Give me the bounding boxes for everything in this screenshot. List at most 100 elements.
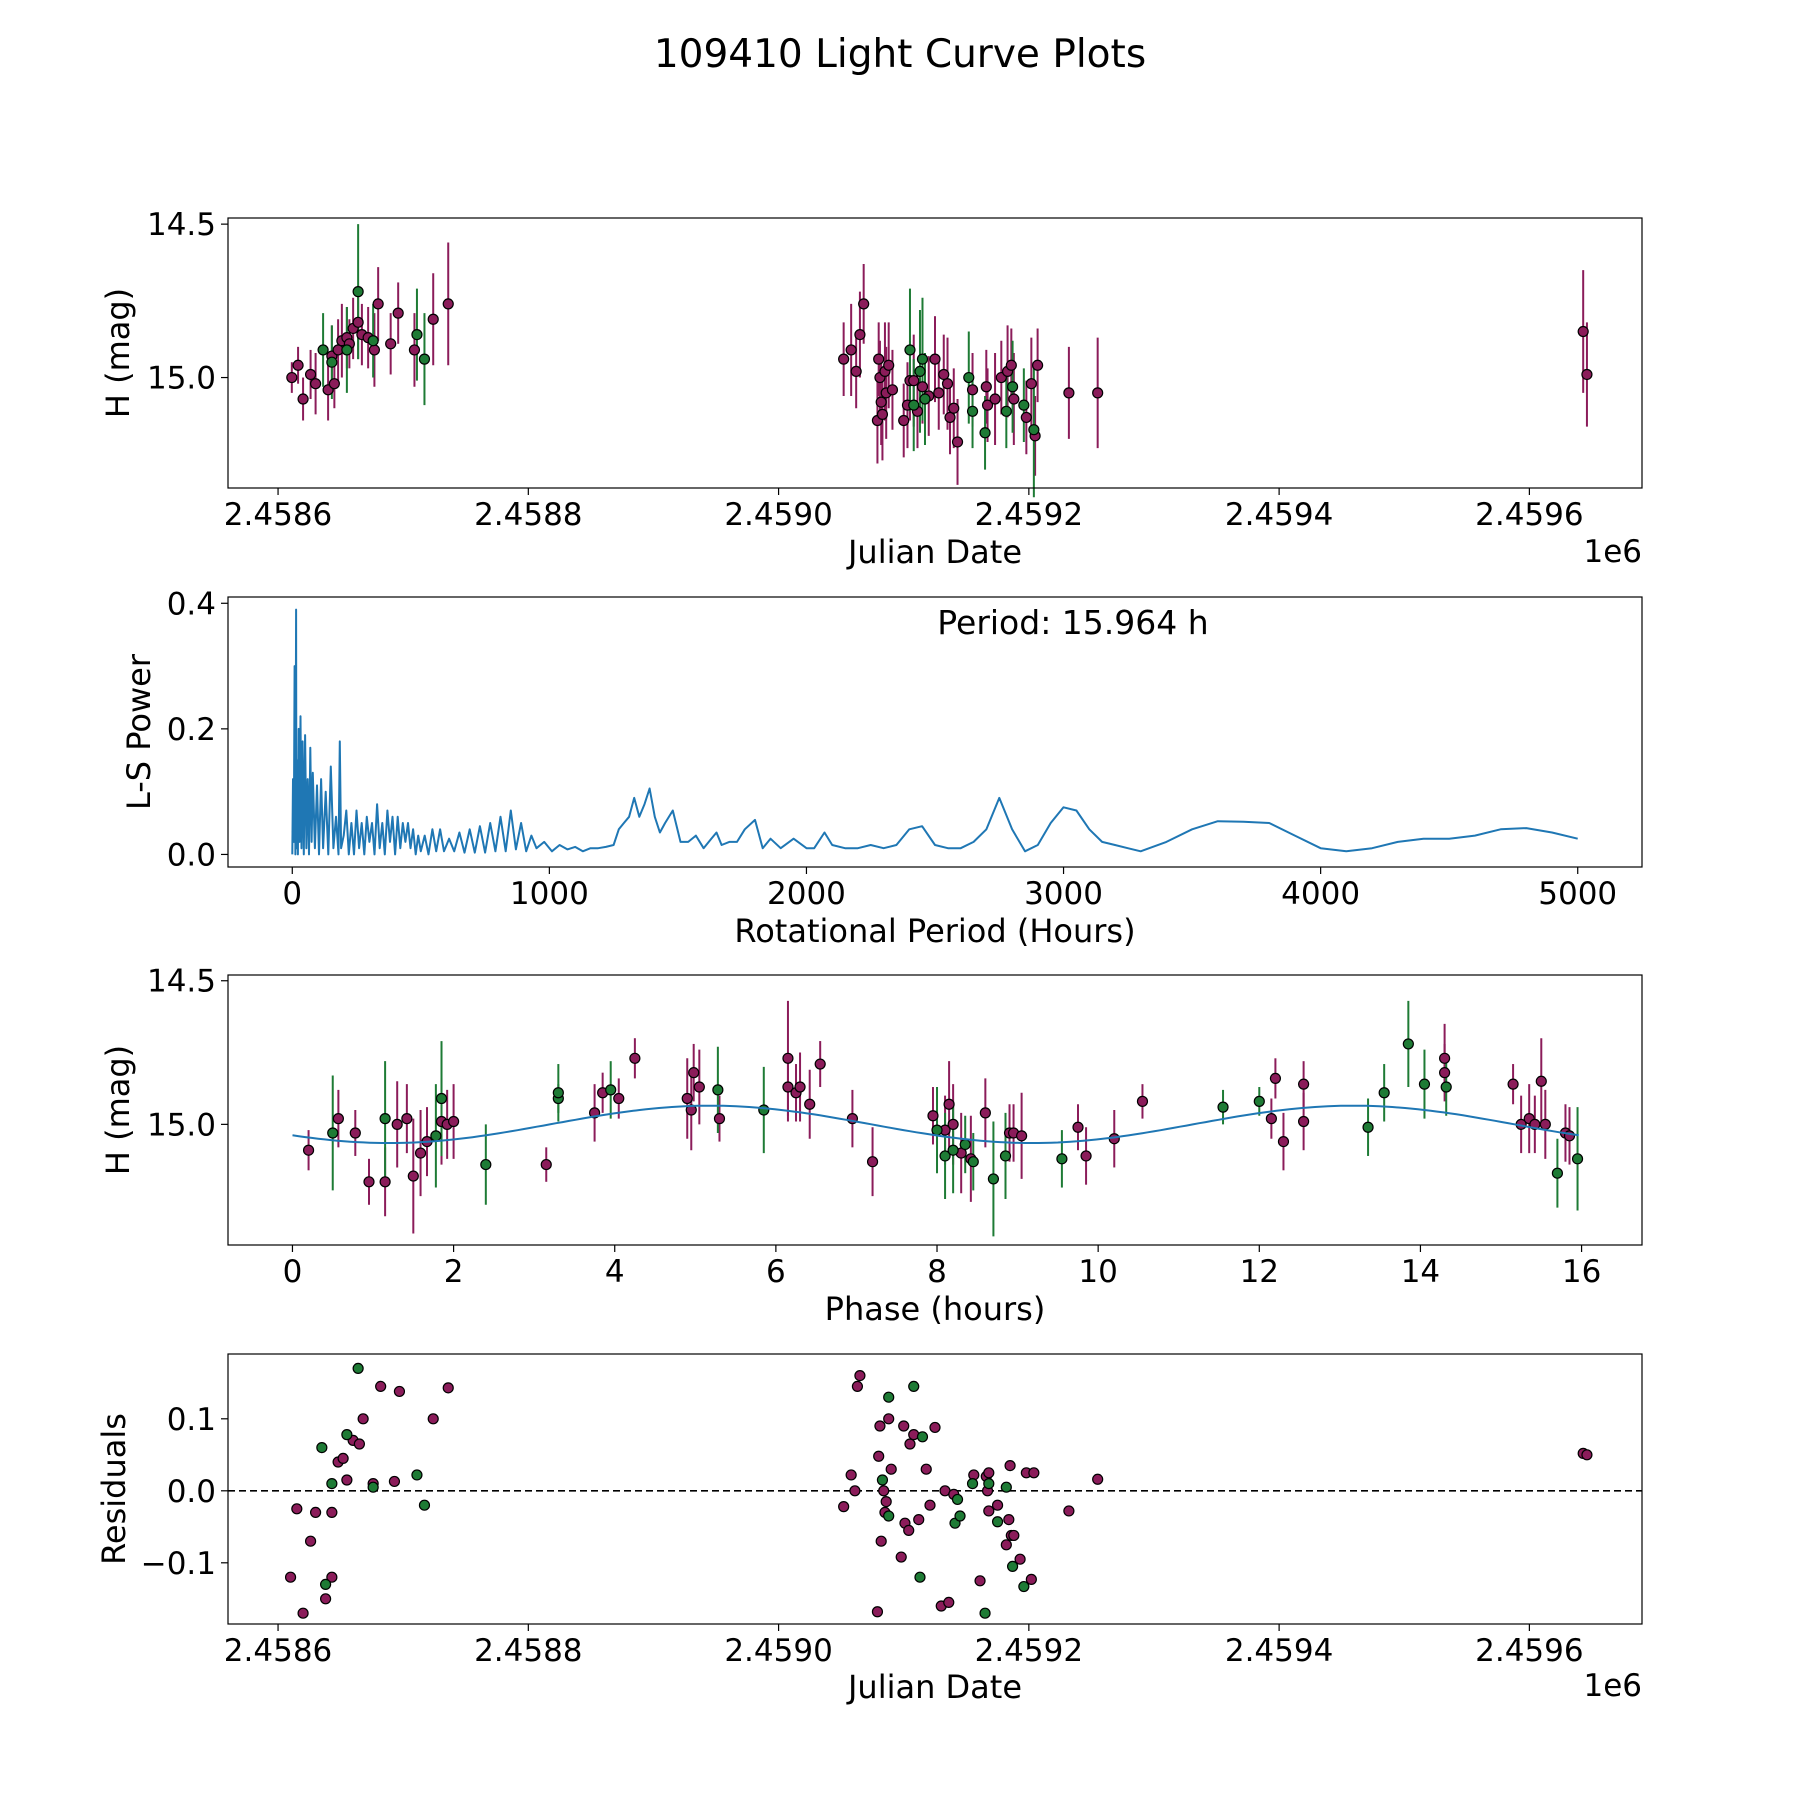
light-curve-point-purple xyxy=(933,387,945,399)
light-curve-xtick-label: 2.4592 xyxy=(975,497,1083,533)
periodogram-ylabel: L-S Power xyxy=(120,653,158,810)
light-curve-point-purple xyxy=(1025,378,1037,390)
periodogram-ytick-label: 0.4 xyxy=(167,586,216,622)
residuals-point-purple xyxy=(442,1382,454,1394)
light-curve-xtick-label: 2.4586 xyxy=(224,497,332,533)
residuals-point-purple xyxy=(885,1463,897,1475)
residuals-point-purple xyxy=(983,1467,995,1479)
residuals-point-green xyxy=(418,1499,431,1511)
light-curve-point-purple xyxy=(838,353,850,365)
light-curve-point-purple xyxy=(966,384,979,396)
light-curve-point-purple xyxy=(297,393,309,405)
residuals-point-purple xyxy=(1581,1449,1593,1461)
phase-point-green xyxy=(552,1087,564,1099)
light-curve-point-purple xyxy=(908,375,920,387)
phase-xtick-label: 2 xyxy=(444,1254,464,1290)
figure-title: 109410 Light Curve Plots xyxy=(654,32,1146,77)
phase-point-green xyxy=(959,1138,971,1151)
residuals-point-purple xyxy=(903,1524,915,1537)
residuals-point-green xyxy=(341,1429,353,1441)
light-curve-ticks: 2.4586 2.4588 2.4590 2.4592 2.4594 2.4596 14.5… xyxy=(147,207,1584,533)
phase-point-purple xyxy=(540,1158,552,1171)
residuals-point-green xyxy=(352,1362,364,1375)
phase-point-purple xyxy=(947,1118,959,1130)
phase-point-purple xyxy=(1439,1067,1451,1079)
residuals-point-green xyxy=(991,1516,1004,1528)
phase-point-green xyxy=(939,1150,951,1162)
light-curve-point-green xyxy=(326,356,338,368)
phase-point-purple xyxy=(782,1081,794,1093)
light-curve-point-purple xyxy=(944,411,956,424)
residuals-point-purple xyxy=(913,1513,925,1526)
residuals-point-purple xyxy=(326,1506,338,1519)
residuals-point-purple xyxy=(838,1501,850,1513)
periodogram-xtick-label: 5000 xyxy=(1538,876,1617,912)
residuals-xlabel: Julian Date xyxy=(846,1668,1022,1706)
residuals-point-purple xyxy=(874,1420,886,1432)
phase-point-green xyxy=(1551,1167,1564,1179)
residuals-point-purple xyxy=(291,1503,303,1515)
axes-frame-periodogram xyxy=(228,597,1642,867)
phase-point-purple xyxy=(927,1110,939,1122)
residuals-ytick-label: 0.1 xyxy=(167,1402,216,1438)
light-curve-point-purple xyxy=(292,359,304,371)
panel-phase: 0 2 4 6 8 10 12 14 16 14.5 15.0 Phase (hours) H (m… xyxy=(99,964,1643,1328)
residuals-point-purple xyxy=(849,1485,861,1497)
residuals-point-purple xyxy=(873,1450,885,1462)
light-curve-xtick-label: 2.4588 xyxy=(474,497,582,533)
phase-point-green xyxy=(435,1092,448,1105)
light-curve-point-green xyxy=(341,344,353,356)
residuals-point-green xyxy=(1006,1560,1019,1573)
light-curve-point-purple xyxy=(883,359,895,371)
light-curve-point-green xyxy=(916,353,929,365)
phase-point-green xyxy=(327,1127,339,1139)
light-curve-xtick-label: 2.4596 xyxy=(1475,497,1583,533)
residuals-point-green xyxy=(320,1578,332,1591)
residuals-point-green xyxy=(883,1391,895,1403)
light-curve-ylabel: H (mag) xyxy=(99,288,137,418)
residuals-point-purple xyxy=(904,1438,916,1450)
phase-xtick-label: 10 xyxy=(1078,1254,1117,1290)
phase-point-purple xyxy=(391,1118,403,1130)
residuals-point-purple xyxy=(924,1499,936,1511)
residuals-point-purple xyxy=(845,1469,857,1481)
residuals-point-green xyxy=(979,1607,991,1619)
residuals-point-purple xyxy=(1092,1473,1104,1485)
residuals-point-green xyxy=(951,1493,964,1506)
phase-point-green xyxy=(758,1104,770,1116)
residuals-point-purple xyxy=(393,1385,406,1398)
residuals-point-purple xyxy=(1003,1513,1015,1526)
phase-point-green xyxy=(1056,1153,1068,1165)
periodogram-xtick-label: 3000 xyxy=(1024,876,1103,912)
light-curve-point-purple xyxy=(886,384,899,396)
phase-point-purple xyxy=(363,1176,375,1188)
phase-point-purple xyxy=(814,1058,826,1070)
phase-point-purple xyxy=(629,1052,641,1064)
light-curve-point-purple xyxy=(385,338,397,350)
phase-point-green xyxy=(605,1084,617,1096)
phase-point-purple xyxy=(1265,1113,1277,1125)
phase-point-green xyxy=(1362,1121,1374,1133)
periodogram-xtick-label: 1000 xyxy=(510,876,589,912)
periodogram-curve xyxy=(291,608,1578,856)
light-curve-point-green xyxy=(979,427,991,439)
residuals-point-green xyxy=(411,1469,423,1481)
light-curve-point-purple xyxy=(392,307,404,319)
phase-point-purple xyxy=(1080,1150,1092,1162)
phase-point-purple xyxy=(713,1113,726,1125)
residuals-point-purple xyxy=(883,1413,895,1425)
residuals-point-purple xyxy=(854,1369,866,1382)
residuals-point-purple xyxy=(878,1485,890,1497)
light-curve-point-green xyxy=(317,344,329,356)
light-curve-point-purple xyxy=(941,378,954,390)
phase-point-green xyxy=(379,1113,391,1125)
periodogram-xlabel: Rotational Period (Hours) xyxy=(734,912,1135,950)
light-curve-point-green xyxy=(418,353,431,365)
phase-point-green xyxy=(931,1124,943,1136)
light-curve-point-purple xyxy=(876,408,889,420)
light-curve-xlabel: Julian Date xyxy=(846,533,1022,571)
residuals-point-green xyxy=(316,1441,328,1454)
phase-points xyxy=(292,1000,1584,1237)
residuals-point-green xyxy=(983,1477,995,1490)
phase-point-purple xyxy=(1539,1118,1551,1130)
